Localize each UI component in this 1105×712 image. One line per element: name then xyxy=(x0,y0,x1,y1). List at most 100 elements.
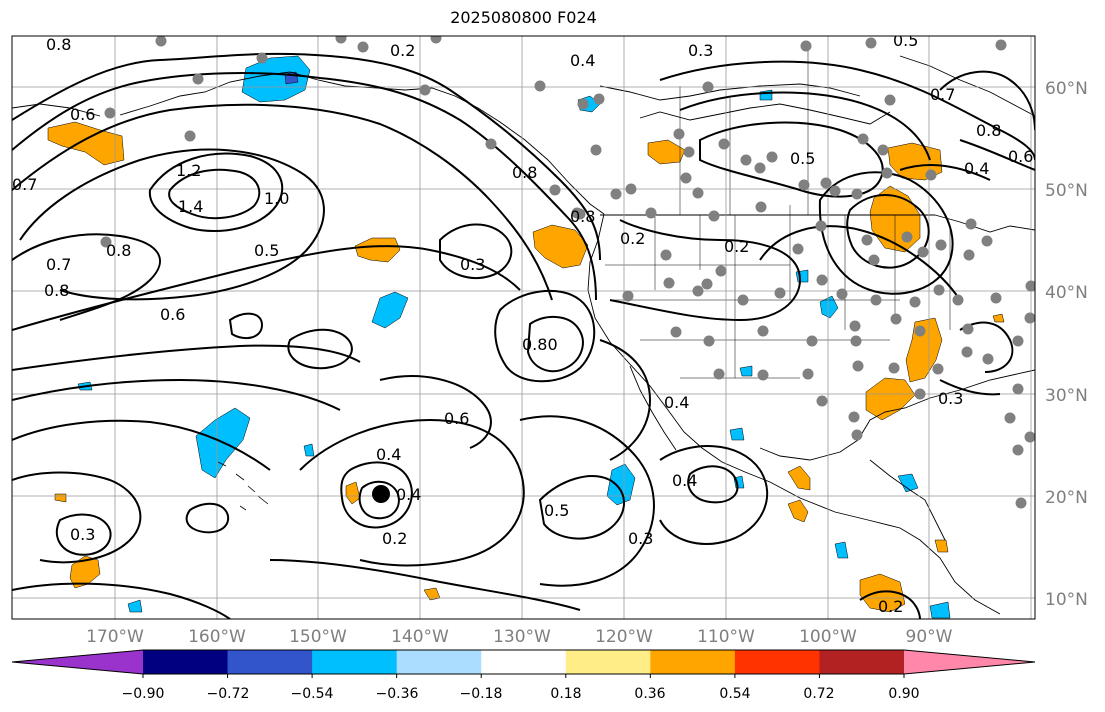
station-dot xyxy=(692,285,704,297)
contour-label: 0.8 xyxy=(512,163,537,182)
colorbar-segment xyxy=(396,650,482,674)
cool-region xyxy=(606,463,636,506)
contour-label-group: 0.8 0.2 0.4 0.3 0.5 0.7 0.8 0.6 1.2 1.4 … xyxy=(12,36,1033,616)
station-dot xyxy=(849,320,861,332)
contour-label: 0.4 xyxy=(964,159,989,178)
contour-label: 0.2 xyxy=(620,229,645,248)
station-dot xyxy=(917,246,929,258)
station-dot xyxy=(820,177,832,189)
station-dot xyxy=(982,353,994,365)
warm-region xyxy=(934,539,949,553)
station-dot xyxy=(909,296,921,308)
station-dot xyxy=(335,36,347,44)
station-dot xyxy=(622,290,634,302)
cool-region xyxy=(303,443,315,457)
contour-label: 0.3 xyxy=(70,525,95,544)
station-dot xyxy=(800,40,812,52)
colorbar-segment xyxy=(650,650,736,674)
warm-region xyxy=(532,224,589,269)
station-dot xyxy=(256,52,268,64)
contour-label: 0.5 xyxy=(544,501,569,520)
station-dot xyxy=(683,146,695,158)
station-dot xyxy=(798,179,810,191)
station-dot xyxy=(865,37,877,49)
station-dot xyxy=(1024,431,1035,443)
station-dot xyxy=(1012,444,1024,456)
station-dot xyxy=(1012,335,1024,347)
latitude-labels: 60°N 50°N 40°N 30°N 20°N 10°N xyxy=(1045,79,1088,610)
station-dot xyxy=(104,107,116,119)
station-dot xyxy=(888,362,900,374)
contour-label: 0.4 xyxy=(672,471,697,490)
warm-region xyxy=(47,121,125,166)
station-dot xyxy=(610,188,622,200)
coastlines xyxy=(12,55,1035,615)
colorbar xyxy=(11,649,1036,678)
lon-label: 110°W xyxy=(697,627,755,647)
islands xyxy=(217,461,269,511)
station-dot xyxy=(1012,383,1024,395)
colorbar-segment xyxy=(565,650,651,674)
lat-label: 10°N xyxy=(1045,590,1088,610)
warm-region xyxy=(859,573,906,613)
lon-label: 140°W xyxy=(391,627,449,647)
station-dot xyxy=(155,36,167,47)
station-dot xyxy=(670,326,682,338)
station-dot xyxy=(815,220,827,232)
grid-lines xyxy=(12,36,1035,619)
contour-label: 0.3 xyxy=(460,255,485,274)
contour-label: 0.2 xyxy=(724,237,749,256)
station-dot xyxy=(870,294,882,306)
station-dot xyxy=(877,144,889,156)
station-dot xyxy=(816,274,828,286)
station-dot xyxy=(848,411,860,423)
cool-region xyxy=(929,601,951,619)
station-dot xyxy=(713,368,725,380)
colorbar-tick-label: 0.54 xyxy=(719,686,750,702)
station-dot xyxy=(914,325,926,337)
warm-region xyxy=(69,555,101,589)
lat-label: 60°N xyxy=(1045,79,1088,99)
station-dot xyxy=(702,81,714,93)
warm-region xyxy=(54,493,67,503)
lat-label: 50°N xyxy=(1045,181,1088,201)
station-dot xyxy=(884,94,896,106)
station-dot xyxy=(660,249,672,261)
map-frame xyxy=(11,35,1036,620)
longitude-labels: 170°W 160°W 150°W 140°W 130°W 120°W 110°… xyxy=(86,627,953,647)
station-dot xyxy=(184,130,196,142)
contour-label: 0.6 xyxy=(160,305,185,324)
station-dot xyxy=(737,294,749,306)
colorbar-tick-label: −0.54 xyxy=(291,686,334,702)
station-dot xyxy=(663,277,675,289)
station-dot xyxy=(890,313,902,325)
lon-label: 100°W xyxy=(799,627,857,647)
warm-region xyxy=(787,465,811,491)
station-dot xyxy=(935,239,947,251)
station-dot xyxy=(1025,280,1035,292)
colorbar-segment xyxy=(819,650,905,674)
colorbar-tick-label: −0.72 xyxy=(207,686,250,702)
station-dot xyxy=(485,138,497,150)
station-dot xyxy=(549,184,561,196)
station-dot xyxy=(680,172,692,184)
contour-label: 0.3 xyxy=(688,41,713,60)
colorbar-segment xyxy=(734,650,820,674)
station-dot xyxy=(962,323,974,335)
contour-label: 0.5 xyxy=(790,149,815,168)
warm-region xyxy=(992,313,1005,323)
station-dot xyxy=(806,335,818,347)
station-dot xyxy=(932,363,944,375)
station-dot xyxy=(645,207,657,219)
contour-label: 0.7 xyxy=(12,175,37,194)
contour-label: 1.2 xyxy=(176,161,201,180)
colorbar-segment xyxy=(312,650,398,674)
colorbar-segment xyxy=(12,650,143,674)
cool-region xyxy=(819,295,839,319)
station-dot xyxy=(692,187,704,199)
station-dot xyxy=(1024,312,1035,324)
colorbar-tick-labels: −0.90 −0.72 −0.54 −0.36 −0.18 0.18 0.36 … xyxy=(122,686,920,702)
cool-region xyxy=(241,55,311,103)
station-dot xyxy=(1015,497,1027,509)
station-dot xyxy=(792,243,804,255)
